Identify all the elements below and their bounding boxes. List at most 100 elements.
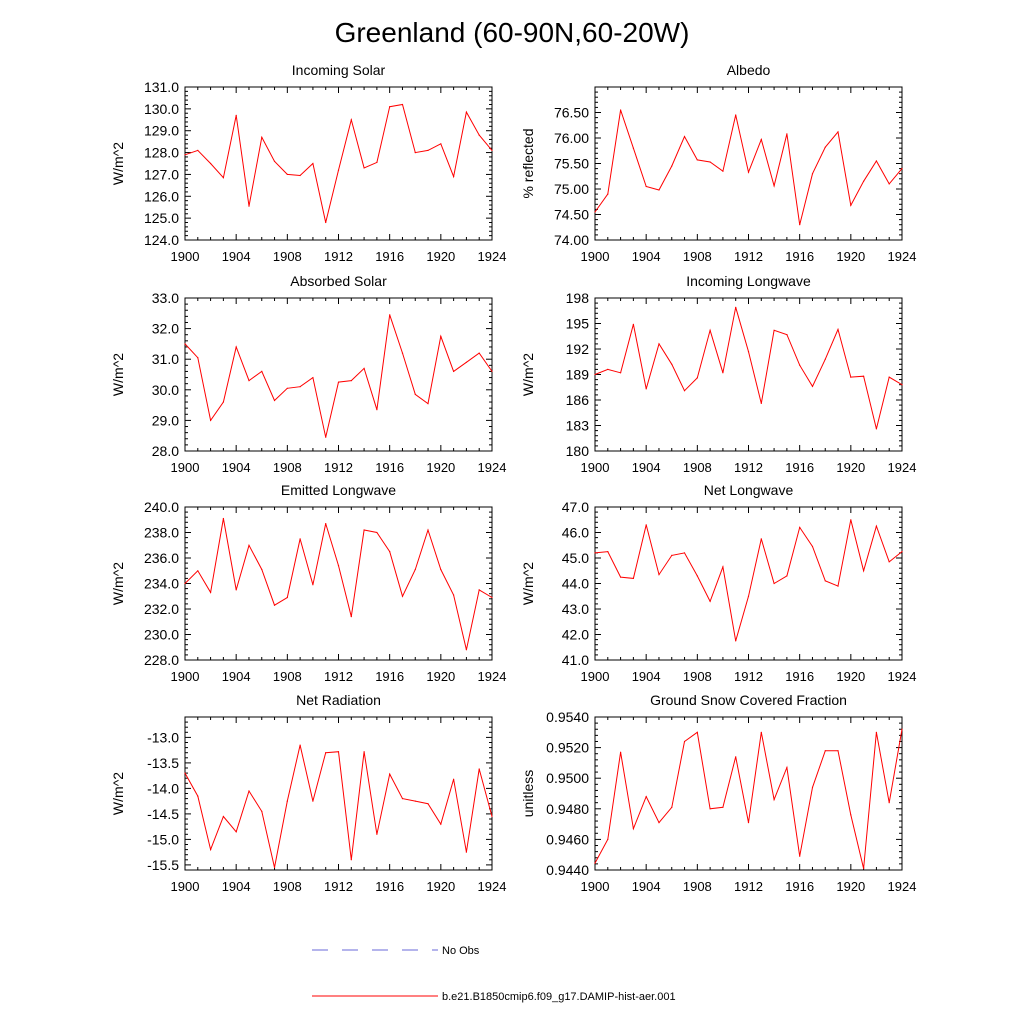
x-tick-label: 1920 (426, 460, 455, 475)
data-point (863, 570, 865, 572)
data-point (671, 165, 673, 167)
plot-frame (184, 297, 493, 452)
data-point (235, 589, 237, 591)
data-point (722, 170, 724, 172)
data-point (273, 399, 276, 402)
data-point (210, 849, 212, 851)
data-point (197, 357, 199, 359)
x-tick-label: 1900 (171, 460, 200, 475)
data-point (658, 189, 660, 191)
data-point (261, 810, 263, 813)
y-axis-label: W/m^2 (110, 562, 126, 605)
data-point (683, 390, 686, 392)
data-point (248, 790, 250, 792)
data-point (811, 173, 814, 175)
chart-title: Emitted Longwave (281, 482, 396, 498)
data-point (414, 568, 416, 571)
chart-panel: Absorbed Solar 1900 1904 1908 1912 1916 1920 19… (110, 273, 506, 475)
data-point (197, 149, 199, 151)
y-tick-label: -13.0 (147, 729, 179, 745)
data-point (337, 751, 340, 753)
data-point (376, 409, 378, 411)
x-tick-label: 1912 (734, 879, 763, 894)
y-tick-label: 198 (566, 290, 590, 306)
x-tick-label: 1916 (785, 249, 814, 264)
x-tick-label: 1916 (785, 879, 814, 894)
y-tick-label: 44.0 (562, 576, 589, 592)
data-point (478, 589, 480, 591)
data-point (888, 376, 890, 378)
data-point (811, 385, 814, 387)
data-point (683, 740, 686, 743)
data-point (594, 373, 596, 376)
y-tick-label: 128.0 (144, 145, 179, 161)
data-point (799, 364, 801, 366)
data-point (427, 403, 429, 405)
data-point (465, 111, 467, 113)
data-point (799, 526, 801, 529)
data-point (709, 600, 711, 603)
data-point (747, 171, 750, 173)
data-point (197, 570, 199, 572)
x-tick-label: 1912 (324, 249, 353, 264)
y-tick-label: 43.0 (562, 601, 589, 617)
data-point (491, 596, 493, 599)
y-tick-label: 75.50 (554, 156, 589, 172)
data-point (325, 523, 327, 525)
data-point (773, 185, 775, 187)
data-point (799, 855, 801, 857)
data-point (786, 133, 788, 135)
data-point (824, 358, 826, 360)
data-point (645, 185, 647, 188)
data-point (453, 778, 455, 780)
data-point (594, 211, 596, 213)
data-point (261, 136, 263, 138)
data-point (440, 823, 442, 825)
y-tick-label: 131.0 (144, 79, 179, 95)
data-point (620, 751, 622, 753)
data-point (735, 756, 737, 758)
x-tick-label: 1900 (581, 669, 610, 684)
data-point (261, 568, 263, 571)
data-point (235, 831, 237, 833)
data-point (824, 580, 826, 582)
data-point (273, 866, 276, 869)
data-point (773, 582, 775, 585)
data-point (696, 159, 698, 161)
data-point (620, 576, 622, 578)
data-point (222, 815, 224, 818)
y-tick-label: 29.0 (152, 412, 179, 428)
data-point (299, 386, 301, 388)
x-tick-label: 1920 (836, 460, 865, 475)
data-point (299, 744, 301, 746)
data-point (645, 524, 647, 526)
y-tick-label: 232.0 (144, 601, 179, 617)
x-tick-label: 1908 (273, 460, 302, 475)
data-point (875, 160, 878, 162)
x-tick-label: 1916 (375, 460, 404, 475)
data-point (747, 595, 750, 597)
data-point (747, 822, 750, 824)
data-point (824, 146, 826, 148)
chart-panel: Incoming Longwave 1900 1904 1908 1912 1916 192… (520, 273, 916, 475)
x-tick-label: 1924 (888, 460, 917, 475)
data-point (210, 591, 212, 594)
x-tick-label: 1900 (581, 249, 610, 264)
y-tick-label: 240.0 (144, 499, 179, 515)
y-axis-label: W/m^2 (520, 562, 536, 605)
data-point (786, 575, 788, 577)
chart-panel: Albedo 1900 1904 1908 1912 1916 1920 1924 74.00 7… (520, 62, 916, 264)
x-tick-label: 1904 (222, 669, 251, 684)
data-point (722, 372, 724, 374)
data-point (286, 173, 288, 175)
data-point (401, 798, 404, 800)
data-point (888, 561, 890, 563)
x-tick-label: 1904 (632, 460, 661, 475)
data-point (875, 731, 878, 733)
panels: Incoming Solar 1900 1904 1908 1912 1916 1920 19… (110, 62, 916, 894)
x-tick-label: 1924 (478, 249, 507, 264)
y-tick-label: 31.0 (152, 351, 179, 367)
y-tick-label: 45.0 (562, 550, 589, 566)
y-tick-label: 0.9440 (546, 862, 589, 878)
